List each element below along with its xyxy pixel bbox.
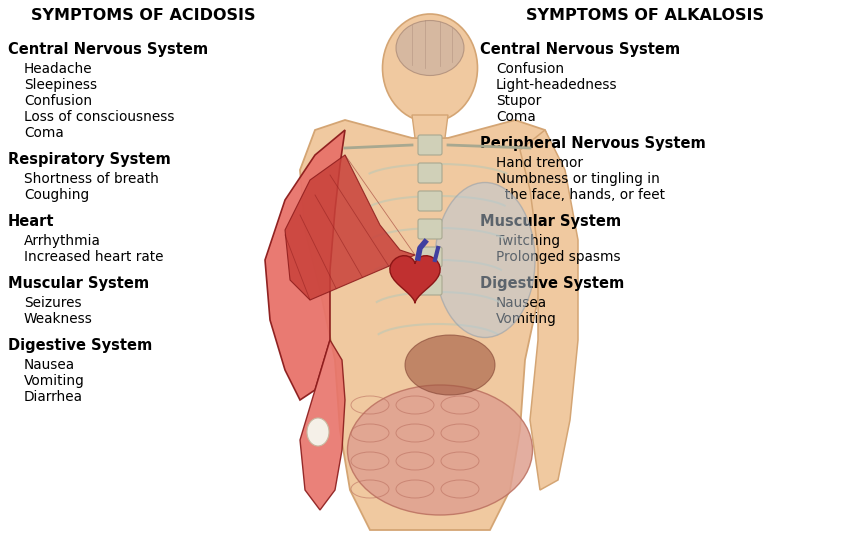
Text: Digestive System: Digestive System [8,338,152,353]
Text: SYMPTOMS OF ACIDOSIS: SYMPTOMS OF ACIDOSIS [31,8,255,23]
FancyBboxPatch shape [418,135,442,155]
Text: Numbness or tingling in: Numbness or tingling in [496,172,660,186]
Text: Hand tremor: Hand tremor [496,156,583,170]
Text: Central Nervous System: Central Nervous System [480,42,680,57]
Text: Vomiting: Vomiting [24,374,85,388]
Text: Central Nervous System: Central Nervous System [8,42,208,57]
Text: SYMPTOMS OF ALKALOSIS: SYMPTOMS OF ALKALOSIS [526,8,764,23]
Text: Light-headedness: Light-headedness [496,78,617,92]
Text: Coma: Coma [496,110,536,124]
Text: Twitching: Twitching [496,234,560,248]
Text: Confusion: Confusion [496,62,564,76]
Text: Stupor: Stupor [496,94,541,108]
Text: Weakness: Weakness [24,312,93,326]
Polygon shape [390,256,440,303]
Text: Coughing: Coughing [24,188,89,202]
Polygon shape [520,130,578,490]
Polygon shape [300,120,560,530]
Text: Diarrhea: Diarrhea [24,390,83,404]
FancyBboxPatch shape [418,191,442,211]
Text: Headache: Headache [24,62,93,76]
FancyBboxPatch shape [418,247,442,267]
Polygon shape [265,130,345,400]
Text: Heart: Heart [8,214,54,229]
Text: Nausea: Nausea [24,358,75,372]
Text: Nausea: Nausea [496,296,547,310]
Ellipse shape [307,418,329,446]
Text: Digestive System: Digestive System [480,276,624,291]
Text: Prolonged spasms: Prolonged spasms [496,250,621,264]
Ellipse shape [435,182,535,338]
Text: Muscular System: Muscular System [8,276,149,291]
Ellipse shape [383,14,477,122]
Text: Peripheral Nervous System: Peripheral Nervous System [480,136,706,151]
Text: Shortness of breath: Shortness of breath [24,172,159,186]
Polygon shape [300,340,345,510]
Text: Seizures: Seizures [24,296,82,310]
Polygon shape [285,155,415,300]
Text: the face, hands, or feet: the face, hands, or feet [496,188,665,202]
Text: Loss of consciousness: Loss of consciousness [24,110,175,124]
Text: Increased heart rate: Increased heart rate [24,250,163,264]
FancyBboxPatch shape [418,163,442,183]
FancyBboxPatch shape [418,219,442,239]
FancyBboxPatch shape [418,275,442,295]
Ellipse shape [405,335,495,395]
Text: Arrhythmia: Arrhythmia [24,234,101,248]
Text: Muscular System: Muscular System [480,214,621,229]
Polygon shape [412,115,448,138]
Text: Respiratory System: Respiratory System [8,152,171,167]
Text: Confusion: Confusion [24,94,92,108]
Text: Sleepiness: Sleepiness [24,78,97,92]
Text: Vomiting: Vomiting [496,312,556,326]
Ellipse shape [347,385,532,515]
Text: Coma: Coma [24,126,64,140]
Ellipse shape [396,21,464,75]
